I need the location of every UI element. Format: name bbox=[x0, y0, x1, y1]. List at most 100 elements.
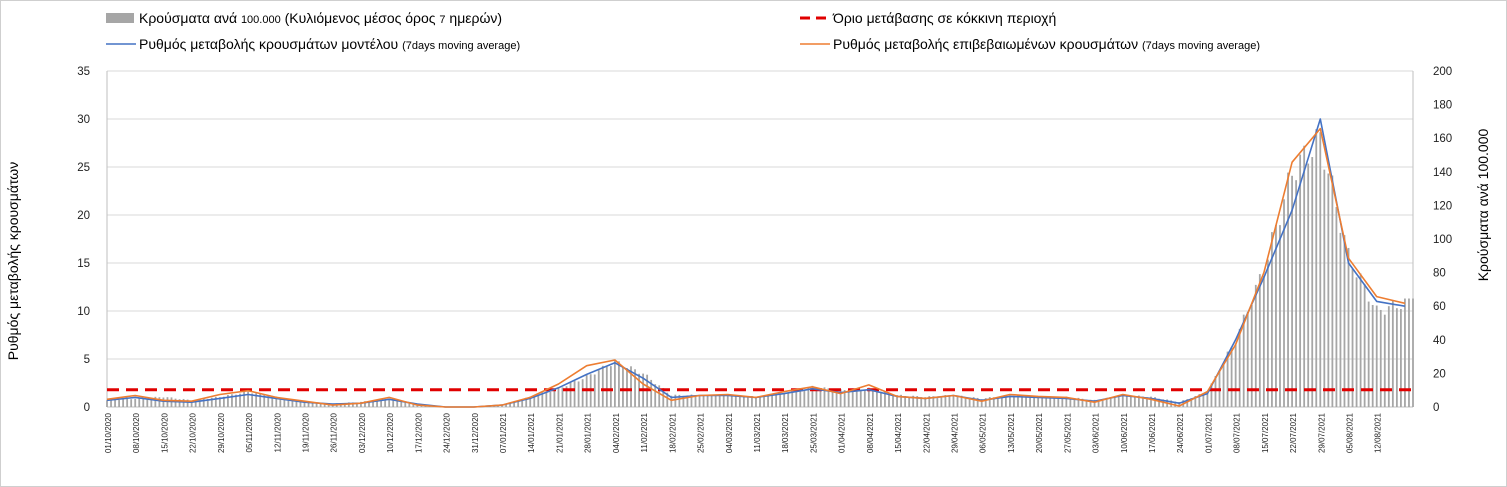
case-bar bbox=[771, 395, 773, 407]
case-bar bbox=[142, 397, 145, 407]
case-bar bbox=[1057, 397, 1060, 407]
y-right-tick-label: 120 bbox=[1433, 200, 1452, 212]
case-bar bbox=[1283, 199, 1285, 407]
case-bar bbox=[609, 366, 612, 407]
case-bar bbox=[1222, 363, 1225, 407]
case-bar bbox=[1359, 273, 1362, 407]
case-bar bbox=[400, 401, 403, 407]
x-tick-label: 12/11/2020 bbox=[273, 412, 282, 452]
case-bar bbox=[194, 399, 197, 407]
y-left-tick-label: 35 bbox=[77, 66, 90, 78]
case-bar bbox=[702, 395, 705, 407]
x-tick-label: 22/04/2021 bbox=[922, 412, 931, 453]
case-bar bbox=[803, 389, 806, 407]
y-left-tick-label: 10 bbox=[77, 306, 90, 318]
y-right-tick-label: 20 bbox=[1433, 368, 1446, 380]
case-bar bbox=[1230, 346, 1233, 407]
case-bar bbox=[682, 395, 685, 407]
case-bar bbox=[847, 390, 850, 407]
case-bar bbox=[880, 391, 882, 407]
case-bar bbox=[698, 395, 701, 407]
case-bar bbox=[311, 402, 314, 407]
case-bar bbox=[912, 395, 915, 407]
case-bar bbox=[368, 401, 370, 407]
case-bar bbox=[150, 397, 153, 407]
case-bar bbox=[577, 381, 580, 407]
case-bar bbox=[726, 395, 729, 407]
case-bar bbox=[1335, 207, 1338, 407]
case-bar bbox=[271, 395, 274, 407]
case-bar bbox=[875, 391, 878, 407]
case-bar bbox=[380, 399, 382, 407]
case-bar bbox=[851, 389, 854, 407]
case-bar bbox=[924, 397, 927, 407]
case-bar bbox=[351, 402, 354, 407]
case-bar bbox=[1121, 394, 1124, 407]
case-bar bbox=[1408, 298, 1410, 407]
case-bar bbox=[323, 403, 326, 407]
x-tick-label: 27/05/2021 bbox=[1063, 412, 1072, 453]
case-bar bbox=[158, 397, 161, 407]
case-bar bbox=[670, 395, 673, 407]
case-bar bbox=[1250, 304, 1253, 407]
case-bar bbox=[1017, 395, 1019, 407]
case-bar bbox=[666, 392, 669, 407]
case-bar bbox=[1307, 163, 1310, 407]
case-bar bbox=[541, 392, 544, 407]
case-bar bbox=[900, 394, 902, 407]
x-tick-label: 10/06/2021 bbox=[1120, 412, 1129, 453]
case-bar bbox=[1000, 395, 1003, 407]
case-bar bbox=[420, 405, 423, 407]
case-bar bbox=[1327, 173, 1330, 407]
case-bar bbox=[1387, 306, 1390, 407]
case-bar bbox=[1206, 392, 1209, 407]
case-bar bbox=[613, 360, 616, 407]
x-tick-label: 31/12/2020 bbox=[471, 412, 480, 453]
case-bar bbox=[1061, 396, 1064, 407]
case-bar bbox=[674, 394, 677, 407]
x-tick-label: 05/11/2020 bbox=[245, 412, 254, 452]
case-bar bbox=[392, 399, 395, 407]
case-bar bbox=[751, 396, 753, 407]
case-bar bbox=[404, 402, 407, 407]
case-bar bbox=[1262, 275, 1265, 407]
case-bar bbox=[517, 400, 520, 407]
case-bar bbox=[1053, 397, 1056, 407]
case-bar bbox=[1226, 351, 1229, 407]
y-right-tick-label: 40 bbox=[1433, 335, 1446, 347]
case-bar bbox=[980, 399, 983, 407]
case-bar bbox=[295, 400, 298, 407]
case-bar bbox=[1004, 395, 1007, 407]
y-right-tick-label: 60 bbox=[1433, 301, 1446, 313]
case-bar bbox=[1371, 304, 1374, 407]
case-bar bbox=[263, 394, 266, 407]
case-bar bbox=[843, 390, 846, 407]
case-bar bbox=[1279, 225, 1281, 407]
case-bar bbox=[360, 401, 362, 407]
case-bar bbox=[1404, 298, 1406, 407]
case-bar bbox=[839, 389, 842, 407]
case-bar bbox=[182, 398, 185, 407]
case-bar bbox=[992, 397, 995, 407]
case-bar bbox=[251, 393, 254, 407]
x-tick-label: 19/11/2020 bbox=[302, 412, 311, 452]
y-right-tick-label: 100 bbox=[1433, 234, 1452, 246]
case-bar bbox=[1009, 395, 1011, 407]
case-bar bbox=[573, 380, 576, 407]
case-bar bbox=[827, 388, 830, 407]
case-bar bbox=[855, 388, 858, 407]
case-bar bbox=[1081, 398, 1084, 407]
case-bar bbox=[1125, 395, 1128, 407]
case-bar bbox=[1234, 343, 1237, 407]
case-bar bbox=[710, 395, 713, 407]
case-bar bbox=[1129, 396, 1132, 407]
case-bar bbox=[1383, 314, 1386, 407]
x-tick-label: 22/07/2021 bbox=[1289, 412, 1298, 453]
x-tick-label: 29/10/2020 bbox=[217, 412, 226, 453]
x-tick-label: 15/07/2021 bbox=[1261, 412, 1270, 453]
case-bar bbox=[807, 387, 810, 407]
case-bar bbox=[1238, 328, 1241, 407]
case-bar bbox=[291, 399, 294, 407]
x-tick-label: 01/07/2021 bbox=[1204, 412, 1213, 453]
y-left-tick-label: 30 bbox=[77, 114, 90, 126]
